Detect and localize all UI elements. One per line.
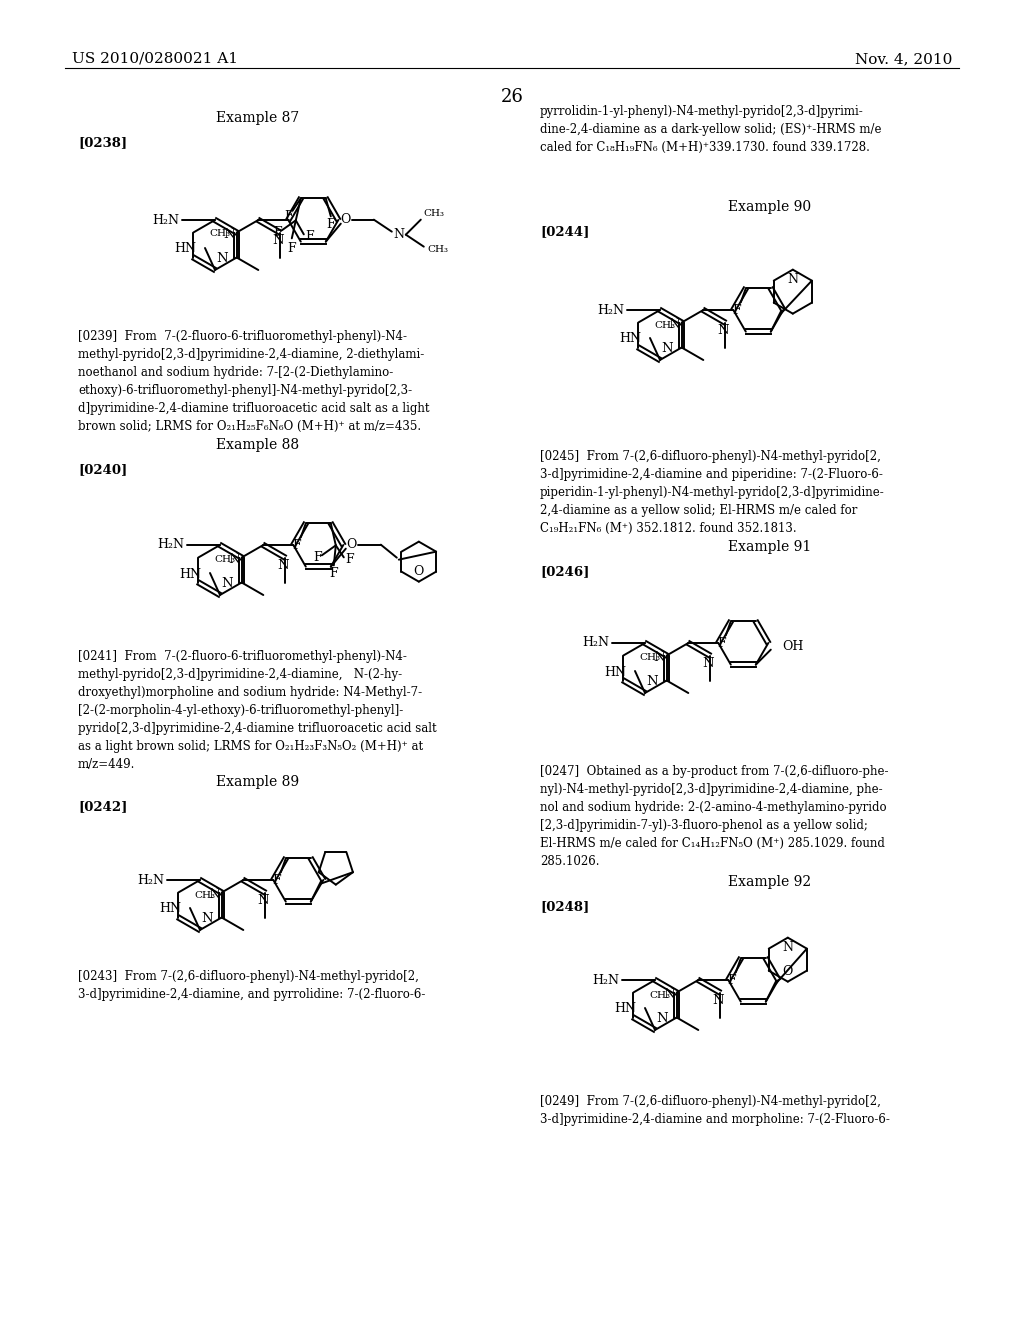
Text: HN: HN xyxy=(614,1002,636,1015)
Text: F: F xyxy=(327,218,335,231)
Text: HN: HN xyxy=(179,568,201,581)
Text: H₂N: H₂N xyxy=(597,304,624,317)
Text: O: O xyxy=(341,213,351,226)
Text: H₂N: H₂N xyxy=(582,636,609,649)
Text: HN: HN xyxy=(604,665,626,678)
Text: CH₃: CH₃ xyxy=(194,891,215,899)
Text: [0242]: [0242] xyxy=(78,800,127,813)
Text: US 2010/0280021 A1: US 2010/0280021 A1 xyxy=(72,51,238,66)
Text: N: N xyxy=(663,987,675,1001)
Text: F: F xyxy=(305,230,314,243)
Text: F: F xyxy=(288,242,296,255)
Text: H₂N: H₂N xyxy=(592,974,618,986)
Text: Nov. 4, 2010: Nov. 4, 2010 xyxy=(855,51,952,66)
Text: 26: 26 xyxy=(501,88,523,106)
Text: N: N xyxy=(712,994,724,1007)
Text: [0247]  Obtained as a by-product from 7-(2,6-difluoro-phe-
nyl)-N4-methyl-pyrido: [0247] Obtained as a by-product from 7-(… xyxy=(540,766,889,869)
Text: N: N xyxy=(221,577,232,590)
Text: N: N xyxy=(223,228,234,242)
Text: CH₃: CH₃ xyxy=(639,653,660,663)
Text: CH₃: CH₃ xyxy=(209,230,230,239)
Text: Example 91: Example 91 xyxy=(728,540,812,554)
Text: F: F xyxy=(727,974,736,987)
Text: O: O xyxy=(782,965,793,978)
Text: [0246]: [0246] xyxy=(540,565,590,578)
Text: N: N xyxy=(278,558,289,572)
Text: [0240]: [0240] xyxy=(78,463,127,477)
Text: [0241]  From  7-(2-fluoro-6-trifluoromethyl-phenyl)-N4-
methyl-pyrido[2,3-d]pyri: [0241] From 7-(2-fluoro-6-trifluoromethy… xyxy=(78,649,436,771)
Text: N: N xyxy=(702,657,714,671)
Text: F: F xyxy=(718,636,726,649)
Text: [0244]: [0244] xyxy=(540,226,590,239)
Text: [0245]  From 7-(2,6-difluoro-phenyl)-N4-methyl-pyrido[2,
3-d]pyrimidine-2,4-diam: [0245] From 7-(2,6-difluoro-phenyl)-N4-m… xyxy=(540,450,885,535)
Text: N: N xyxy=(653,651,665,664)
Text: pyrrolidin-1-yl-phenyl)-N4-methyl-pyrido[2,3-d]pyrimi-
dine-2,4-diamine as a dar: pyrrolidin-1-yl-phenyl)-N4-methyl-pyrido… xyxy=(540,106,882,154)
Text: Example 90: Example 90 xyxy=(728,201,812,214)
Text: OH: OH xyxy=(781,640,803,653)
Text: N: N xyxy=(208,888,220,902)
Text: Example 92: Example 92 xyxy=(728,875,812,888)
Text: H₂N: H₂N xyxy=(152,214,179,227)
Text: [0243]  From 7-(2,6-difluoro-phenyl)-N4-methyl-pyrido[2,
3-d]pyrimidine-2,4-diam: [0243] From 7-(2,6-difluoro-phenyl)-N4-m… xyxy=(78,970,425,1001)
Text: N: N xyxy=(787,273,799,286)
Text: Example 88: Example 88 xyxy=(216,438,300,451)
Text: CH₃: CH₃ xyxy=(649,990,670,999)
Text: N: N xyxy=(662,342,673,355)
Text: F: F xyxy=(273,226,283,239)
Text: N: N xyxy=(228,553,240,566)
Text: H₂N: H₂N xyxy=(157,539,184,552)
Text: HN: HN xyxy=(618,333,641,346)
Text: HN: HN xyxy=(174,243,196,256)
Text: N: N xyxy=(656,1012,668,1026)
Text: CH₃: CH₃ xyxy=(423,209,444,218)
Text: CH₃: CH₃ xyxy=(214,556,234,565)
Text: F: F xyxy=(272,874,282,887)
Text: H₂N: H₂N xyxy=(137,874,164,887)
Text: Example 89: Example 89 xyxy=(216,775,300,789)
Text: N: N xyxy=(668,318,680,331)
Text: F: F xyxy=(330,566,338,579)
Text: N: N xyxy=(257,894,268,907)
Text: HN: HN xyxy=(159,903,181,916)
Text: F: F xyxy=(345,553,354,566)
Text: N: N xyxy=(646,675,657,688)
Text: N: N xyxy=(393,228,404,242)
Text: CH₃: CH₃ xyxy=(654,321,675,330)
Text: N: N xyxy=(272,234,284,247)
Text: [0238]: [0238] xyxy=(78,136,127,149)
Text: N: N xyxy=(216,252,227,265)
Text: [0249]  From 7-(2,6-difluoro-phenyl)-N4-methyl-pyrido[2,
3-d]pyrimidine-2,4-diam: [0249] From 7-(2,6-difluoro-phenyl)-N4-m… xyxy=(540,1096,890,1126)
Text: N: N xyxy=(717,323,729,337)
Text: CH₃: CH₃ xyxy=(427,246,449,255)
Text: Example 87: Example 87 xyxy=(216,111,300,125)
Text: [0239]  From  7-(2-fluoro-6-trifluoromethyl-phenyl)-N4-
methyl-pyrido[2,3-d]pyri: [0239] From 7-(2-fluoro-6-trifluoromethy… xyxy=(78,330,429,433)
Text: N: N xyxy=(201,912,213,925)
Text: F: F xyxy=(285,210,293,223)
Text: [0248]: [0248] xyxy=(540,900,589,913)
Text: N: N xyxy=(782,941,794,954)
Text: F: F xyxy=(313,550,323,564)
Text: O: O xyxy=(346,539,357,552)
Text: F: F xyxy=(293,539,301,552)
Text: F: F xyxy=(732,304,741,317)
Text: O: O xyxy=(414,565,424,578)
